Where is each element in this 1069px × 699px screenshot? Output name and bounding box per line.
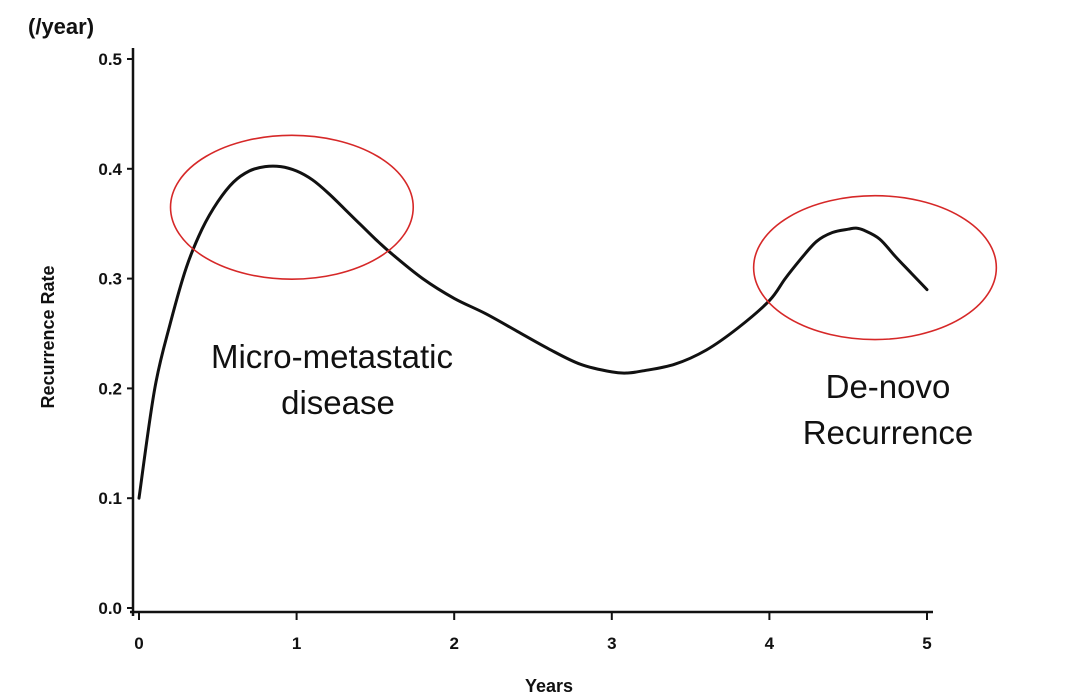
x-tick-label: 4: [765, 634, 775, 653]
y-tick-label: 0.2: [98, 379, 122, 398]
x-tick-label: 0: [134, 634, 143, 653]
x-tick-label: 5: [922, 634, 931, 653]
micro-metastatic-label-line1: Micro-metastatic: [211, 338, 453, 375]
micro-metastatic-circle: [169, 134, 415, 280]
y-tick-label: 0.0: [98, 599, 122, 618]
y-unit-label: (/year): [28, 14, 94, 39]
y-tick-label: 0.3: [98, 270, 122, 289]
x-tick-label: 1: [292, 634, 301, 653]
x-ticks: 0 1 2 3 4 5: [134, 612, 932, 653]
y-tick-label: 0.5: [98, 50, 122, 69]
y-axis-title: Recurrence Rate: [38, 265, 58, 408]
de-novo-label-line2: Recurrence: [803, 414, 974, 451]
y-ticks: 0.0 0.1 0.2 0.3 0.4 0.5: [98, 50, 133, 618]
micro-metastatic-label-line2: disease: [281, 384, 395, 421]
recurrence-rate-line: [137, 164, 929, 500]
de-novo-circle: [752, 194, 998, 341]
x-tick-label: 3: [607, 634, 616, 653]
y-tick-label: 0.1: [98, 489, 122, 508]
x-axis-title: Years: [525, 676, 573, 696]
x-tick-label: 2: [449, 634, 458, 653]
de-novo-label-line1: De-novo: [826, 368, 951, 405]
y-tick-label: 0.4: [98, 160, 122, 179]
